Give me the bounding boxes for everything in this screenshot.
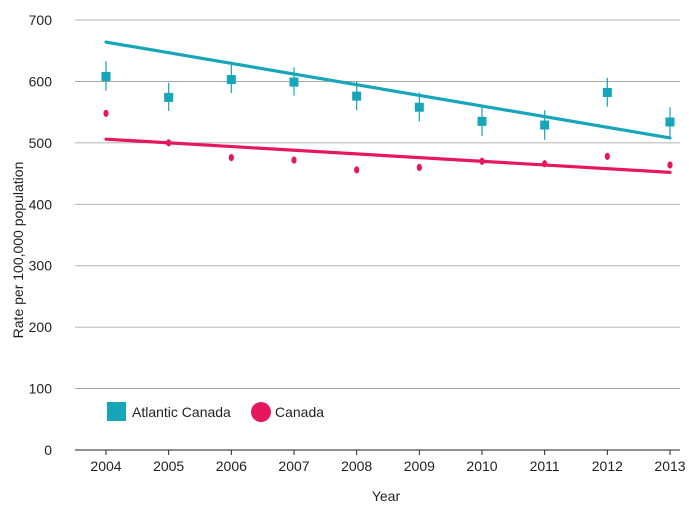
x-tick-label: 2005 — [153, 458, 184, 474]
atlantic-canada-point — [226, 75, 236, 85]
y-tick-label: 600 — [29, 73, 53, 89]
x-tick-label: 2009 — [404, 458, 435, 474]
atlantic-canada-point — [352, 91, 362, 101]
atlantic-canada-point — [540, 120, 550, 130]
legend-swatch-atlantic-canada — [107, 402, 126, 421]
atlantic-canada-point — [414, 102, 424, 112]
canada-point — [667, 161, 673, 169]
y-axis: 0 100 200 300 400 500 600 700 — [29, 12, 53, 458]
atlantic-canada-point — [477, 116, 487, 126]
y-tick-label: 500 — [29, 135, 53, 151]
x-tick-label: 2010 — [466, 458, 497, 474]
y-tick-label: 100 — [29, 381, 53, 397]
x-axis-title: Year — [372, 488, 401, 504]
x-tick-label: 2011 — [530, 458, 560, 474]
x-tick-label: 2004 — [90, 458, 121, 474]
canada-point — [166, 139, 172, 147]
canada-point — [604, 152, 610, 160]
canada-point — [228, 154, 234, 162]
legend-swatch-canada — [251, 402, 271, 422]
x-tick-label: 2007 — [278, 458, 309, 474]
legend: Atlantic Canada Canada — [107, 402, 324, 422]
canada-point — [354, 166, 360, 174]
legend-label-canada: Canada — [275, 404, 324, 420]
canada-point — [542, 160, 548, 168]
x-tick-label: 2012 — [592, 458, 623, 474]
canada-point — [479, 157, 485, 165]
plot-area — [101, 40, 675, 174]
y-tick-label: 300 — [29, 258, 53, 274]
atlantic-canada-point — [289, 77, 299, 87]
canada-point — [103, 109, 109, 117]
y-tick-label: 700 — [29, 12, 53, 28]
y-axis-title: Rate per 100,000 population — [10, 162, 26, 339]
canada-point — [416, 163, 422, 172]
legend-label-atlantic-canada: Atlantic Canada — [132, 404, 231, 420]
x-axis: 2004 2005 2006 2007 2008 2009 2010 2011 2012 2013 — [90, 450, 686, 474]
canada-point — [291, 156, 297, 164]
y-tick-label: 0 — [44, 442, 52, 458]
y-tick-label: 200 — [29, 319, 53, 335]
atlantic-canada-point — [665, 117, 675, 127]
x-tick-label: 2006 — [216, 458, 247, 474]
atlantic-canada-point — [101, 72, 111, 82]
canada-trend-line — [104, 137, 672, 174]
x-tick-label: 2013 — [654, 458, 685, 474]
atlantic-canada-trend-line — [104, 40, 672, 140]
y-tick-label: 400 — [29, 196, 53, 212]
atlantic-canada-point — [164, 92, 174, 102]
gridlines — [75, 19, 680, 451]
atlantic-canada-point — [602, 87, 612, 97]
x-tick-label: 2008 — [341, 458, 372, 474]
